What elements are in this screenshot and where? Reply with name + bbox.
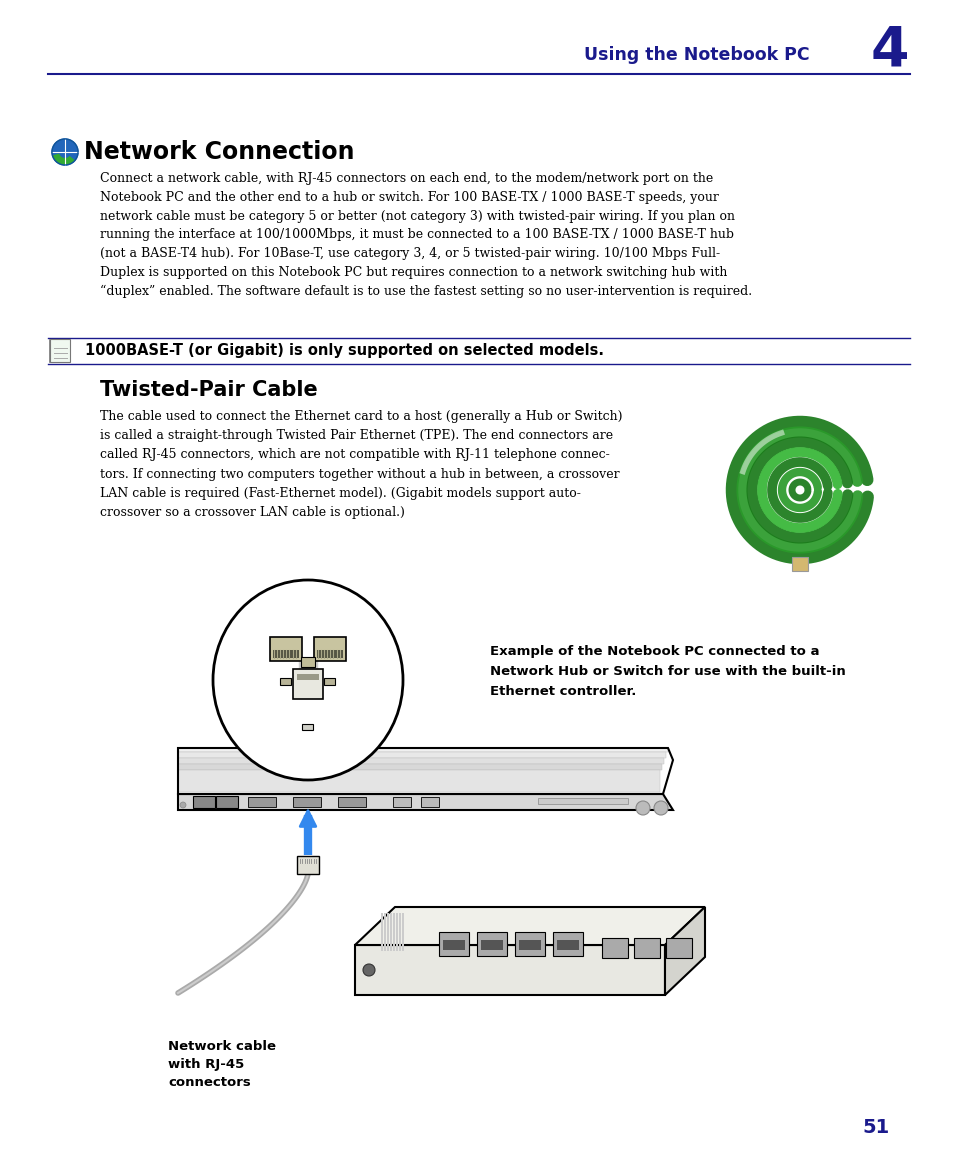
- Bar: [401, 912, 403, 951]
- Text: running the interface at 100/1000Mbps, it must be connected to a 100 BASE-TX / 1: running the interface at 100/1000Mbps, i…: [100, 229, 733, 241]
- FancyBboxPatch shape: [314, 638, 346, 661]
- Bar: [398, 912, 400, 951]
- Text: Using the Notebook PC: Using the Notebook PC: [584, 46, 809, 64]
- Text: 1000BASE-T (or Gigabit) is only supported on selected models.: 1000BASE-T (or Gigabit) is only supporte…: [85, 343, 603, 358]
- Bar: [393, 797, 411, 807]
- Text: crossover so a crossover LAN cable is optional.): crossover so a crossover LAN cable is op…: [100, 506, 404, 519]
- FancyBboxPatch shape: [601, 938, 627, 957]
- Text: Network cable
with RJ-45
connectors: Network cable with RJ-45 connectors: [168, 1040, 275, 1089]
- FancyBboxPatch shape: [301, 657, 314, 666]
- Bar: [215, 796, 237, 808]
- FancyBboxPatch shape: [270, 638, 302, 661]
- Ellipse shape: [213, 580, 402, 780]
- Polygon shape: [355, 907, 704, 945]
- Bar: [296, 675, 318, 680]
- Bar: [393, 912, 395, 951]
- Bar: [248, 797, 275, 807]
- Text: Example of the Notebook PC connected to a: Example of the Notebook PC connected to …: [490, 644, 819, 658]
- Polygon shape: [178, 763, 661, 770]
- Text: Connect a network cable, with RJ-45 connectors on each end, to the modem/network: Connect a network cable, with RJ-45 conn…: [100, 172, 713, 185]
- Bar: [557, 940, 578, 951]
- Bar: [518, 940, 540, 951]
- Bar: [387, 912, 389, 951]
- Bar: [380, 912, 382, 951]
- Circle shape: [180, 802, 186, 808]
- Polygon shape: [178, 752, 665, 758]
- Bar: [384, 912, 386, 951]
- Text: “duplex” enabled. The software default is to use the fastest setting so no user-: “duplex” enabled. The software default i…: [100, 285, 751, 298]
- Polygon shape: [664, 907, 704, 994]
- Text: Twisted-Pair Cable: Twisted-Pair Cable: [100, 380, 317, 400]
- Text: Network Connection: Network Connection: [84, 140, 355, 164]
- FancyBboxPatch shape: [665, 938, 691, 957]
- Circle shape: [363, 964, 375, 976]
- FancyBboxPatch shape: [324, 678, 335, 685]
- Text: Ethernet controller.: Ethernet controller.: [490, 685, 636, 698]
- Circle shape: [636, 802, 649, 815]
- Text: tors. If connecting two computers together without a hub in between, a crossover: tors. If connecting two computers togeth…: [100, 468, 619, 480]
- Text: Notebook PC and the other end to a hub or switch. For 100 BASE-TX / 1000 BASE-T : Notebook PC and the other end to a hub o…: [100, 191, 719, 203]
- Polygon shape: [178, 758, 663, 763]
- Text: (not a BASE-T4 hub). For 10Base-T, use category 3, 4, or 5 twisted-pair wiring. : (not a BASE-T4 hub). For 10Base-T, use c…: [100, 247, 720, 260]
- FancyBboxPatch shape: [634, 938, 659, 957]
- FancyBboxPatch shape: [296, 856, 318, 874]
- Bar: [390, 912, 392, 951]
- Text: 4: 4: [870, 23, 908, 77]
- FancyBboxPatch shape: [515, 932, 544, 956]
- Bar: [395, 912, 397, 951]
- Bar: [337, 797, 366, 807]
- Text: Network Hub or Switch for use with the built-in: Network Hub or Switch for use with the b…: [490, 665, 845, 678]
- FancyBboxPatch shape: [280, 678, 292, 685]
- Text: called RJ-45 connectors, which are not compatible with RJ-11 telephone connec-: called RJ-45 connectors, which are not c…: [100, 448, 609, 461]
- Wedge shape: [52, 154, 75, 165]
- Circle shape: [654, 802, 667, 815]
- Polygon shape: [178, 770, 659, 792]
- Text: Duplex is supported on this Notebook PC but requires connection to a network swi: Duplex is supported on this Notebook PC …: [100, 266, 726, 280]
- FancyBboxPatch shape: [438, 932, 469, 956]
- Text: 51: 51: [862, 1118, 889, 1137]
- Bar: [420, 797, 438, 807]
- Bar: [273, 650, 298, 658]
- Polygon shape: [355, 945, 664, 994]
- Text: The cable used to connect the Ethernet card to a host (generally a Hub or Switch: The cable used to connect the Ethernet c…: [100, 410, 622, 423]
- Circle shape: [52, 139, 78, 165]
- Bar: [193, 796, 214, 808]
- FancyBboxPatch shape: [791, 557, 807, 571]
- Text: Network Hub or
Switch: Network Hub or Switch: [459, 921, 578, 951]
- FancyBboxPatch shape: [553, 932, 582, 956]
- Text: is called a straight-through Twisted Pair Ethernet (TPE). The end connectors are: is called a straight-through Twisted Pai…: [100, 430, 613, 442]
- FancyBboxPatch shape: [476, 932, 506, 956]
- Bar: [537, 798, 627, 804]
- FancyBboxPatch shape: [302, 723, 314, 730]
- Text: network cable must be category 5 or better (not category 3) with twisted-pair wi: network cable must be category 5 or bett…: [100, 209, 734, 223]
- Polygon shape: [178, 748, 667, 752]
- FancyBboxPatch shape: [293, 669, 323, 699]
- Bar: [316, 650, 343, 658]
- Bar: [293, 797, 320, 807]
- FancyBboxPatch shape: [50, 340, 70, 362]
- Bar: [442, 940, 464, 951]
- Bar: [480, 940, 502, 951]
- Text: LAN cable is required (Fast-Ethernet model). (Gigabit models support auto-: LAN cable is required (Fast-Ethernet mod…: [100, 486, 580, 500]
- Polygon shape: [178, 793, 672, 810]
